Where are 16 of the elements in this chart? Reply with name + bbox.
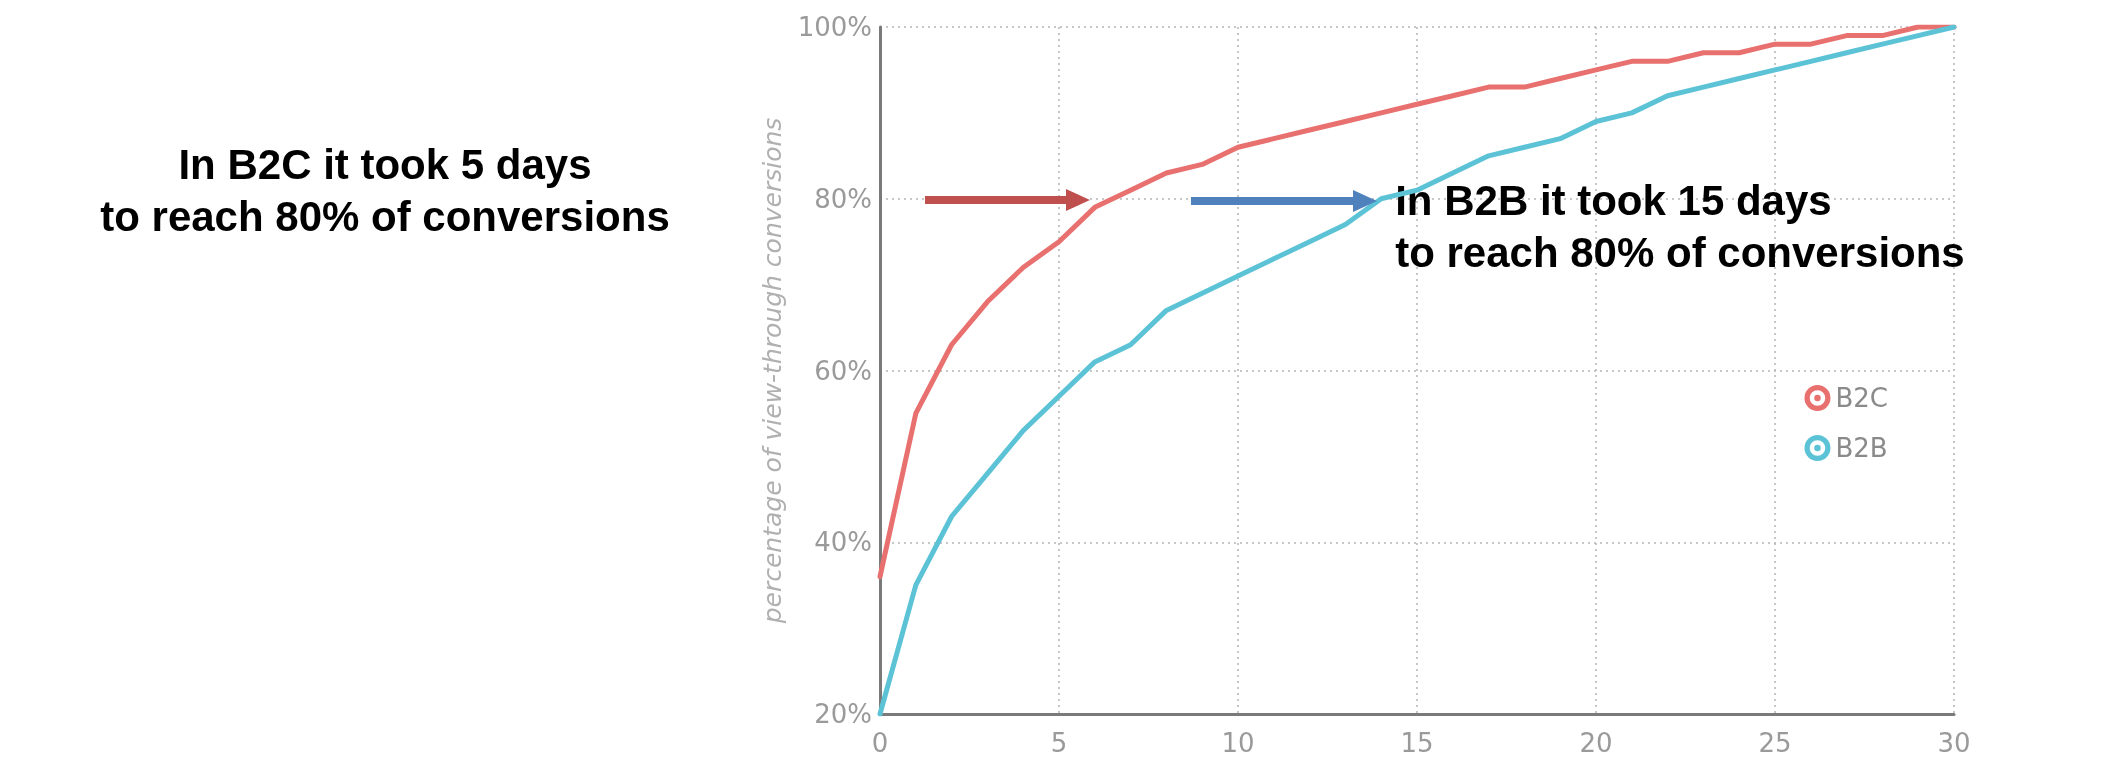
x-tick-label: 15	[1400, 728, 1434, 758]
y-tick-label: 40%	[814, 527, 872, 558]
x-tick-label: 30	[1937, 728, 1971, 758]
legend-label: B2B	[1835, 433, 1888, 463]
text: In B2C it took 5 days to reach 80% of conversions	[100, 140, 670, 240]
y-tick-label: 60%	[814, 355, 872, 386]
y-tick-label: 100%	[797, 12, 872, 42]
x-tick-label: 20	[1579, 728, 1613, 758]
x-tick-label: 5	[1050, 728, 1068, 758]
x-tick-label: 10	[1221, 728, 1255, 758]
y-axis-title: percentage of view-through conversions	[758, 117, 787, 625]
legend-label: B2C	[1835, 383, 1889, 413]
x-tick-label: 0	[871, 728, 889, 758]
y-tick-label: 80%	[814, 183, 872, 214]
y-tick-label: 20%	[814, 699, 872, 729]
x-tick-label: 25	[1758, 728, 1792, 758]
